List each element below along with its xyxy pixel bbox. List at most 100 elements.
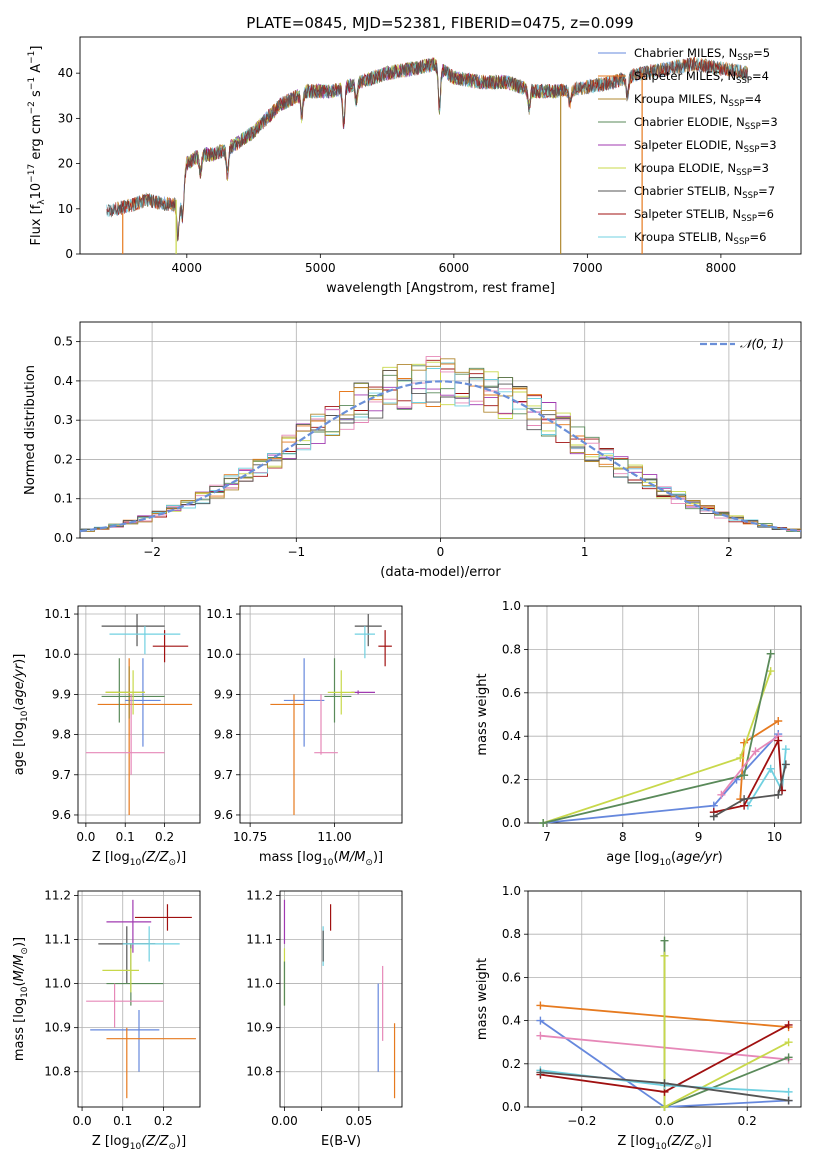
residuals-ylabel: Normed distribution bbox=[23, 365, 38, 495]
x-tick-label: 0.1 bbox=[113, 1114, 132, 1128]
weight_vs_age-frame bbox=[527, 605, 802, 824]
y-tick-label: 10.1 bbox=[206, 607, 233, 621]
y-tick-label: 10.8 bbox=[44, 1065, 71, 1079]
legend-label-text: Kroupa STELIB, N bbox=[634, 230, 734, 244]
weight-marker bbox=[660, 951, 669, 960]
legend-label-text: Chabrier STELIB, N bbox=[634, 184, 742, 198]
weight_vs_Z-ylabel: mass weight bbox=[475, 958, 490, 1040]
weight_vs_age-lines bbox=[539, 649, 790, 827]
histogram-kroupa_miles bbox=[80, 358, 801, 532]
weight-marker bbox=[536, 1001, 545, 1010]
mass_vs_ebv-frame bbox=[279, 890, 403, 1108]
weight-marker bbox=[539, 819, 548, 827]
x-tick-label: 2 bbox=[725, 545, 733, 559]
legend-label-text: Chabrier MILES, N bbox=[634, 46, 737, 60]
weight-marker bbox=[781, 745, 790, 754]
weight-marker bbox=[536, 1068, 545, 1077]
spectrum-xlabel: wavelength [Angstrom, rest frame] bbox=[326, 281, 555, 296]
y-tick-label: 11.0 bbox=[44, 977, 71, 991]
x-tick-label: 8 bbox=[619, 830, 627, 844]
spectrum-legend: Chabrier MILES, N SSP =5 Salpeter MILES, NS… bbox=[598, 46, 778, 247]
age_vs_Z-frame bbox=[77, 605, 201, 824]
mass_vs_Z-points bbox=[86, 899, 196, 1099]
legend-label: Kroupa STELIB, NSSP=6 bbox=[634, 230, 766, 247]
legend-label-text: Salpeter ELODIE, N bbox=[634, 138, 744, 152]
weight-marker bbox=[717, 790, 726, 799]
age_vs_mass-frame bbox=[239, 605, 403, 824]
legend-label-text: Chabrier ELODIE, N bbox=[634, 115, 745, 129]
x-tick-label: 7000 bbox=[572, 261, 603, 275]
mass_vs_ebv-points bbox=[283, 899, 396, 1099]
legend-label: Chabrier STELIB, NSSP=7 bbox=[634, 184, 775, 201]
weight-line-chabrier_miles bbox=[543, 733, 779, 824]
weight-marker bbox=[774, 790, 783, 799]
legend-label-suffix: =7 bbox=[758, 184, 775, 198]
weight-line-salpeter_stelib bbox=[713, 737, 783, 813]
y-tick-label: 11.2 bbox=[246, 888, 273, 902]
weight_vs_Z-lines bbox=[536, 936, 793, 1111]
weight-marker bbox=[660, 936, 669, 945]
weight-marker bbox=[784, 1087, 793, 1096]
legend-label: Chabrier ELODIE, NSSP=3 bbox=[634, 115, 778, 132]
legend-label-sub: SSP bbox=[745, 122, 761, 132]
x-tick-label: 0.05 bbox=[345, 1114, 372, 1128]
x-tick-label: 10.75 bbox=[233, 830, 267, 844]
x-tick-label: 0.2 bbox=[738, 1114, 757, 1128]
legend-label: Salpeter MILES, NSSP=4 bbox=[634, 69, 769, 86]
legend-label-text: Kroupa ELODIE, N bbox=[634, 161, 736, 175]
weight-marker bbox=[736, 753, 745, 762]
x-tick-label: 0.2 bbox=[155, 830, 174, 844]
legend-label-sub: SSP bbox=[734, 237, 750, 247]
weight-marker bbox=[709, 812, 718, 821]
legend-label-suffix: =6 bbox=[757, 207, 774, 221]
legend-label: Salpeter ELODIE, NSSP=3 bbox=[634, 138, 777, 155]
y-tick-label: 10.9 bbox=[246, 1021, 273, 1035]
y-tick-label: 0.2 bbox=[502, 773, 521, 787]
y-tick-label: 30 bbox=[58, 111, 73, 125]
x-tick-label: 10 bbox=[767, 830, 782, 844]
y-tick-label: 0.0 bbox=[54, 531, 73, 545]
y-tick-label: 10.8 bbox=[246, 1065, 273, 1079]
mass_vs_Z-ylabel: mass [log10(M/M⊙)] bbox=[12, 937, 30, 1061]
y-tick-label: 9.7 bbox=[52, 768, 71, 782]
residuals-axes: −2 −1 0 1 2 0.0 0.1 0.2 0.3 0.4 0.5 bbox=[54, 321, 802, 559]
age_vs_mass-xlabel: mass [log10(M/M⊙)] bbox=[259, 850, 383, 868]
residual-histograms bbox=[79, 356, 802, 533]
y-tick-label: 1.0 bbox=[502, 884, 521, 898]
x-tick-label: −0.2 bbox=[567, 1114, 596, 1128]
age_vs_Z-ylabel: age [log10(age/yr)] bbox=[12, 654, 30, 776]
age_vs_Z-axes: 0.0 0.1 0.2 9.6 9.7 9.8 9.9 10.0 10.1 bbox=[44, 605, 201, 844]
legend-label-suffix: =5 bbox=[753, 46, 770, 60]
mass_vs_Z-frame bbox=[77, 890, 201, 1108]
y-tick-label: 11.1 bbox=[44, 932, 71, 946]
y-tick-label: 0.5 bbox=[54, 335, 73, 349]
weight-line-chabrier_elodie bbox=[542, 653, 772, 824]
weight-marker bbox=[536, 1016, 545, 1025]
y-tick-label: 9.7 bbox=[214, 768, 233, 782]
legend-label-text: Kroupa MILES, N bbox=[634, 92, 729, 106]
y-tick-label: 10 bbox=[58, 202, 73, 216]
y-tick-label: 10.0 bbox=[44, 647, 71, 661]
y-tick-label: 10.1 bbox=[44, 607, 71, 621]
weight-marker bbox=[536, 1031, 545, 1040]
y-tick-label: 0.8 bbox=[502, 642, 521, 656]
y-tick-label: 1.0 bbox=[502, 599, 521, 613]
weight-line-chabrier_stelib bbox=[713, 764, 787, 818]
y-tick-label: 0.2 bbox=[54, 452, 73, 466]
legend-label-suffix: =4 bbox=[752, 69, 769, 83]
y-tick-label: 0.6 bbox=[502, 686, 521, 700]
weight-marker bbox=[774, 736, 783, 745]
legend-label-sub: SSP bbox=[742, 191, 758, 201]
legend-label-suffix: =4 bbox=[744, 92, 761, 106]
y-tick-label: 0.0 bbox=[502, 816, 521, 830]
weight-marker bbox=[751, 747, 760, 756]
histogram-kroupa_elodie bbox=[80, 361, 801, 531]
residuals-xlabel: (data-model)/error bbox=[380, 565, 501, 580]
x-tick-label: 5000 bbox=[305, 261, 336, 275]
legend-label-sub: SSP bbox=[729, 99, 745, 109]
legend-label-sub: SSP bbox=[736, 76, 752, 86]
x-tick-label: 0.2 bbox=[154, 1114, 173, 1128]
weight-marker bbox=[766, 764, 775, 773]
weight_vs_Z-xlabel: Z [log10(Z/Z⊙)] bbox=[617, 1134, 711, 1152]
spectrum-ylabel: Flux [fλ10−17 erg cm−2 s−1 A−1] bbox=[27, 46, 47, 246]
